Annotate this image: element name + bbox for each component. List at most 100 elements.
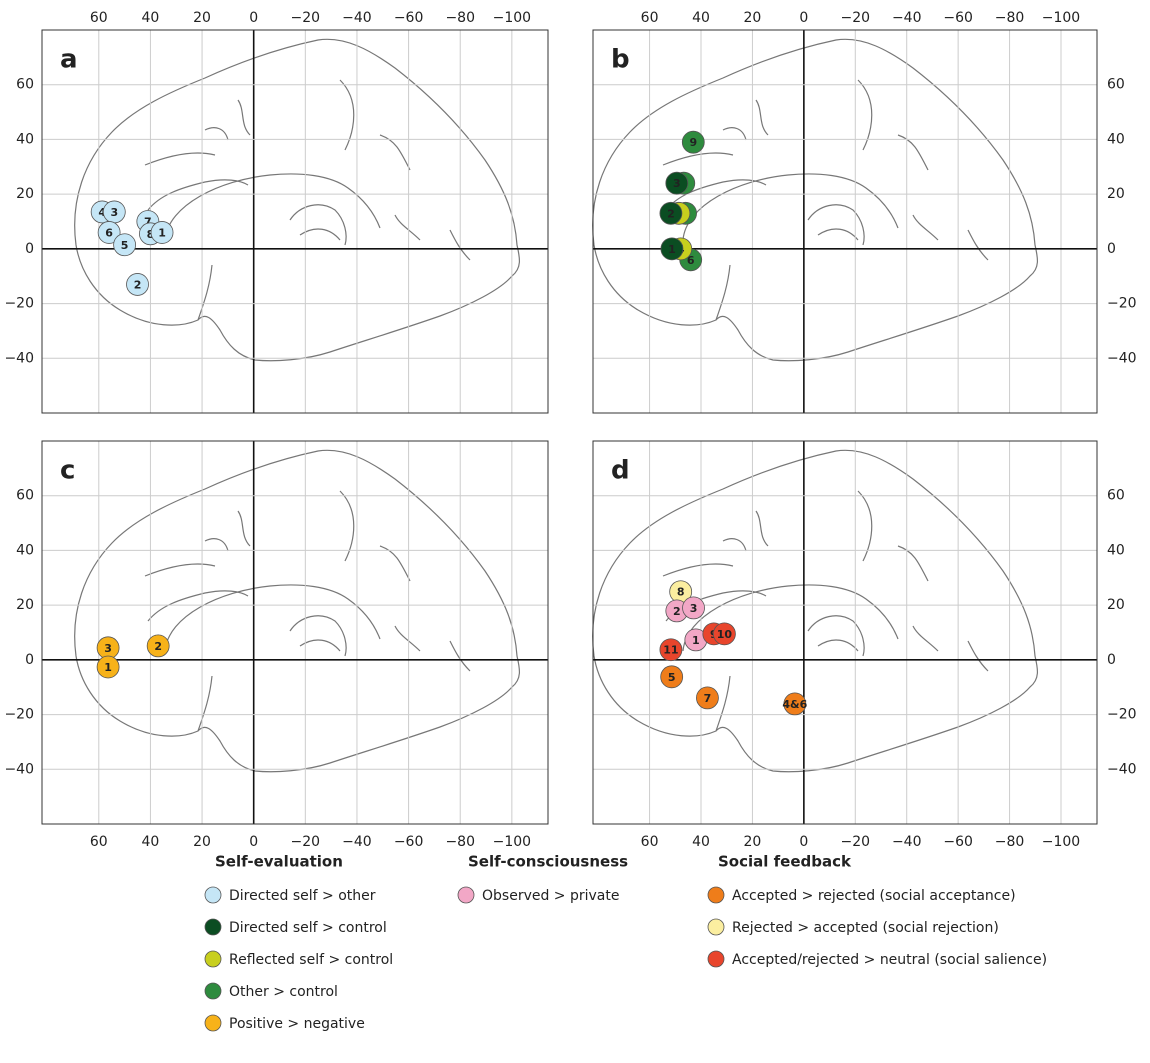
legend-label: Observed > private <box>482 888 619 904</box>
point-label: 6 <box>105 226 113 239</box>
y-tick-label: 20 <box>16 186 34 202</box>
x-tick-label: 0 <box>799 10 808 26</box>
y-tick-label: −20 <box>1107 707 1137 723</box>
grid <box>42 441 548 824</box>
legend-swatch <box>205 951 221 967</box>
y-tick-label: 0 <box>1107 652 1116 668</box>
x-tick-label: −100 <box>493 10 531 26</box>
point-label: 2 <box>154 640 162 653</box>
x-tick-label: −80 <box>995 10 1025 26</box>
y-tick-label: 20 <box>16 597 34 613</box>
panel-label: c <box>60 456 75 486</box>
point-label: 1 <box>692 634 700 647</box>
legend-label: Accepted/rejected > neutral (social sali… <box>732 952 1047 968</box>
point-label: 1 <box>104 661 112 674</box>
x-tick-label: 20 <box>744 834 762 850</box>
x-tick-label: −80 <box>445 834 475 850</box>
legend-label: Rejected > accepted (social rejection) <box>732 920 999 936</box>
brain-outline <box>593 39 1038 360</box>
x-tick-label: 60 <box>90 10 108 26</box>
legend-swatch <box>708 919 724 935</box>
figure: 6040200−20−40−60−80−100−40−200204060a437… <box>0 0 1150 1063</box>
legend-swatch <box>205 983 221 999</box>
y-tick-label: 20 <box>1107 186 1125 202</box>
x-tick-label: −20 <box>291 10 321 26</box>
x-tick-label: −20 <box>291 834 321 850</box>
x-tick-label: 60 <box>90 834 108 850</box>
legend-label: Positive > negative <box>229 1016 365 1032</box>
point-label: 1 <box>668 243 676 256</box>
point-label: 8 <box>677 586 685 599</box>
y-tick-label: 60 <box>1107 488 1125 504</box>
x-tick-label: −40 <box>892 10 922 26</box>
point-label: 2 <box>667 207 675 220</box>
x-tick-label: −100 <box>1042 834 1080 850</box>
x-tick-label: 40 <box>142 834 160 850</box>
y-tick-label: −20 <box>4 707 34 723</box>
brain-outline <box>75 450 520 771</box>
x-tick-label: −40 <box>892 834 922 850</box>
plot-frame <box>42 441 548 824</box>
x-tick-label: −80 <box>445 10 475 26</box>
legend-swatch <box>205 887 221 903</box>
y-tick-label: 20 <box>1107 597 1125 613</box>
x-tick-label: −80 <box>995 834 1025 850</box>
x-tick-label: 20 <box>193 10 211 26</box>
panel-label: b <box>611 45 630 75</box>
x-tick-label: 60 <box>641 834 659 850</box>
panel-label: d <box>611 456 630 486</box>
legend-swatch <box>205 1015 221 1031</box>
x-tick-label: −100 <box>493 834 531 850</box>
y-tick-label: −20 <box>1107 296 1137 312</box>
y-tick-label: 40 <box>1107 131 1125 147</box>
legend-swatch <box>458 887 474 903</box>
x-tick-label: −60 <box>394 834 424 850</box>
point-label: 5 <box>121 239 129 252</box>
legend-title: Self-evaluation <box>215 853 343 871</box>
y-tick-label: −20 <box>4 296 34 312</box>
point-label: 3 <box>690 602 698 615</box>
x-tick-label: −60 <box>943 10 973 26</box>
x-tick-label: −20 <box>841 834 871 850</box>
brain-outline <box>593 450 1038 771</box>
legend-swatch <box>708 951 724 967</box>
x-tick-label: −40 <box>342 834 372 850</box>
point-label: 1 <box>158 226 166 239</box>
point-label: 3 <box>104 642 112 655</box>
y-tick-label: 0 <box>25 241 34 257</box>
point-label: 2 <box>673 605 681 618</box>
point-label: 2 <box>134 278 142 291</box>
x-tick-label: 20 <box>744 10 762 26</box>
x-tick-label: 0 <box>799 834 808 850</box>
point-label: 4&6 <box>782 698 807 711</box>
x-tick-label: 40 <box>692 10 710 26</box>
legend-label: Other > control <box>229 984 338 1000</box>
legend-swatch <box>205 919 221 935</box>
y-tick-label: 60 <box>16 77 34 93</box>
brain-outline <box>75 39 520 360</box>
point-label: 7 <box>704 692 712 705</box>
y-tick-label: 0 <box>1107 241 1116 257</box>
point-label: 3 <box>673 177 681 190</box>
x-tick-label: −60 <box>943 834 973 850</box>
legend-swatch <box>708 887 724 903</box>
legend-title: Self-consciousness <box>468 853 628 871</box>
point-label: 10 <box>717 628 733 641</box>
x-tick-label: −40 <box>342 10 372 26</box>
x-tick-label: 20 <box>193 834 211 850</box>
grid <box>593 441 1097 824</box>
x-tick-label: 40 <box>692 834 710 850</box>
y-tick-label: −40 <box>1107 350 1137 366</box>
point-label: 5 <box>668 671 676 684</box>
y-tick-label: −40 <box>1107 761 1137 777</box>
y-tick-label: 40 <box>16 131 34 147</box>
y-tick-label: 40 <box>1107 542 1125 558</box>
y-tick-label: 60 <box>16 488 34 504</box>
x-tick-label: 0 <box>249 834 258 850</box>
x-tick-label: −20 <box>841 10 871 26</box>
x-tick-label: −60 <box>394 10 424 26</box>
x-tick-label: −100 <box>1042 10 1080 26</box>
legend-label: Reflected self > control <box>229 952 393 968</box>
point-label: 3 <box>110 206 118 219</box>
y-tick-label: 40 <box>16 542 34 558</box>
